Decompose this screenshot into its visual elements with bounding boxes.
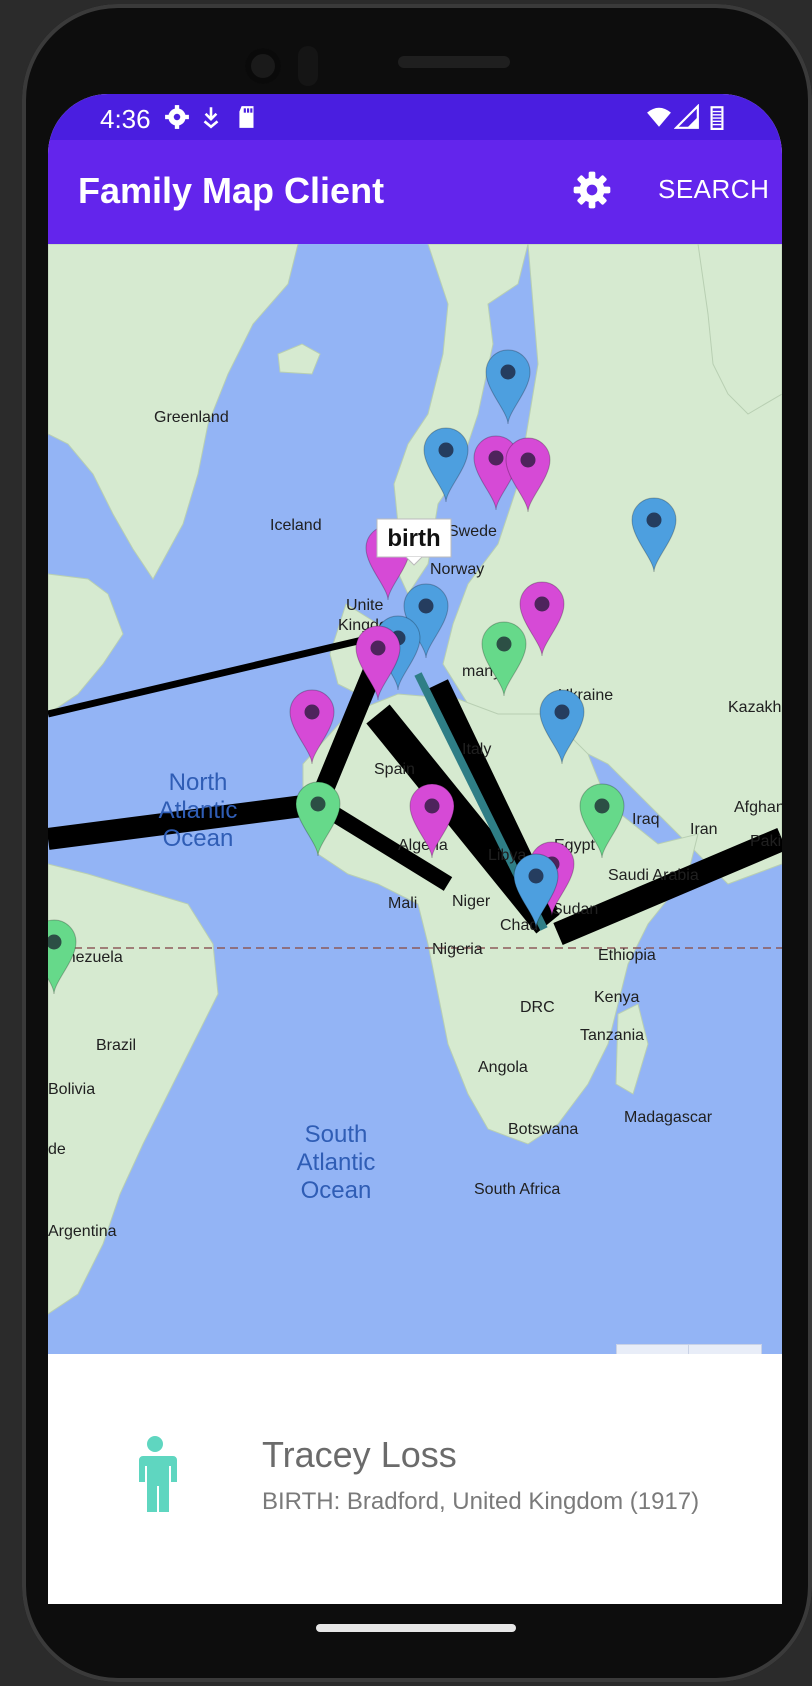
map-marker-birth[interactable] <box>409 783 455 859</box>
ocean-label: North <box>169 769 228 796</box>
map-label: Nigeria <box>432 941 483 958</box>
map-label: Kenya <box>594 989 639 1006</box>
family-line <box>48 793 320 850</box>
app-title: Family Map Client <box>78 170 385 211</box>
map-label: Niger <box>452 893 491 910</box>
ocean-label: Atlantic <box>159 797 238 824</box>
map-view[interactable]: Greenland Iceland Norway Swede Unite Kin… <box>48 244 782 1354</box>
novaya-zemlya-land <box>697 244 782 415</box>
sd-card-icon <box>239 106 254 128</box>
map-label: Sudan <box>552 901 598 918</box>
map-label: Saudi Arabia <box>608 867 699 884</box>
map-marker-death[interactable] <box>48 919 77 995</box>
status-time: 4:36 <box>100 104 151 134</box>
map-label: Angola <box>478 1059 528 1076</box>
map-label: Unite <box>346 597 383 614</box>
status-bar: 4:36 <box>48 94 782 140</box>
event-info-panel[interactable]: Tracey Loss BIRTH: Bradford, United King… <box>48 1354 782 1604</box>
map-marker-event[interactable] <box>631 497 677 573</box>
map-label: Kazakh <box>728 699 781 716</box>
map-marker-birth[interactable] <box>519 581 565 657</box>
map-label: Iran <box>690 821 718 838</box>
info-window-title: birth <box>387 525 440 552</box>
open-in-maps-button[interactable] <box>688 1344 762 1354</box>
map-label: Norway <box>430 561 484 578</box>
settings-icon <box>165 105 189 129</box>
iceland-land <box>277 343 321 375</box>
map-label: Spain <box>374 761 415 778</box>
marker-layer <box>48 349 677 995</box>
map-marker-death[interactable] <box>579 783 625 859</box>
gear-icon[interactable] <box>572 170 612 210</box>
map-marker-death[interactable] <box>295 781 341 857</box>
map-marker-birth[interactable] <box>355 625 401 701</box>
download-icon <box>203 107 219 129</box>
front-camera <box>245 48 281 84</box>
map-marker-event[interactable] <box>403 583 449 659</box>
battery-icon <box>710 106 724 130</box>
search-button[interactable]: SEARCH <box>658 174 770 204</box>
ocean-label: Ocean <box>163 825 234 852</box>
map-canvas[interactable]: Greenland Iceland Norway Swede Unite Kin… <box>48 244 782 1354</box>
map-label: South Africa <box>474 1181 560 1198</box>
map-label: de <box>48 1141 66 1158</box>
map-label: Bolivia <box>48 1081 95 1098</box>
map-marker-event[interactable] <box>513 853 559 929</box>
map-marker-event[interactable] <box>485 349 531 425</box>
map-label: Mali <box>388 895 417 912</box>
spouse-line <box>48 630 389 718</box>
map-label: Iraq <box>632 811 660 828</box>
family-line <box>553 827 782 946</box>
map-marker-birth[interactable] <box>289 689 335 765</box>
app-screen: 4:36 Family Map Client SEARCH <box>48 94 782 1604</box>
map-label: Chad <box>500 917 538 934</box>
map-label: Swede <box>448 523 497 540</box>
north-america-land <box>48 573 124 715</box>
male-person-icon <box>137 1436 177 1512</box>
madagascar-land <box>615 1003 649 1095</box>
map-marker-event[interactable] <box>423 427 469 503</box>
map-label: Tanzania <box>580 1027 644 1044</box>
south-america-land <box>48 863 219 1315</box>
map-marker-event[interactable] <box>539 689 585 765</box>
home-gesture-bar[interactable] <box>316 1624 516 1632</box>
family-line <box>313 797 453 891</box>
map-label: Brazil <box>96 1037 136 1054</box>
app-bar: Family Map Client SEARCH <box>48 140 782 244</box>
signal-icon <box>674 104 699 129</box>
directions-button[interactable] <box>616 1344 690 1354</box>
ocean-label: Ocean <box>301 1177 372 1204</box>
map-label: Libya <box>488 847 526 864</box>
map-label: Argentina <box>48 1223 117 1240</box>
proximity-sensor <box>298 46 318 86</box>
person-name: Tracey Loss <box>262 1434 457 1475</box>
map-marker-birth[interactable] <box>505 437 551 513</box>
ocean-label: South <box>305 1121 368 1148</box>
map-label: Botswana <box>508 1121 578 1138</box>
map-label: Iceland <box>270 517 322 534</box>
map-label: DRC <box>520 999 555 1016</box>
ocean-label: Atlantic <box>297 1149 376 1176</box>
greenland-land <box>48 244 299 580</box>
wifi-icon <box>647 107 671 127</box>
event-details: BIRTH: Bradford, United Kingdom (1917) <box>262 1488 700 1515</box>
map-label: Greenland <box>154 409 229 426</box>
earpiece-speaker <box>398 56 510 68</box>
map-marker-death[interactable] <box>481 621 527 697</box>
map-label: Madagascar <box>624 1109 713 1126</box>
map-label: Paki <box>750 833 781 850</box>
map-label: Italy <box>462 741 491 758</box>
info-window: birth <box>376 518 452 566</box>
map-label: Afghan <box>734 799 782 816</box>
map-label: Ethiopia <box>598 947 656 964</box>
